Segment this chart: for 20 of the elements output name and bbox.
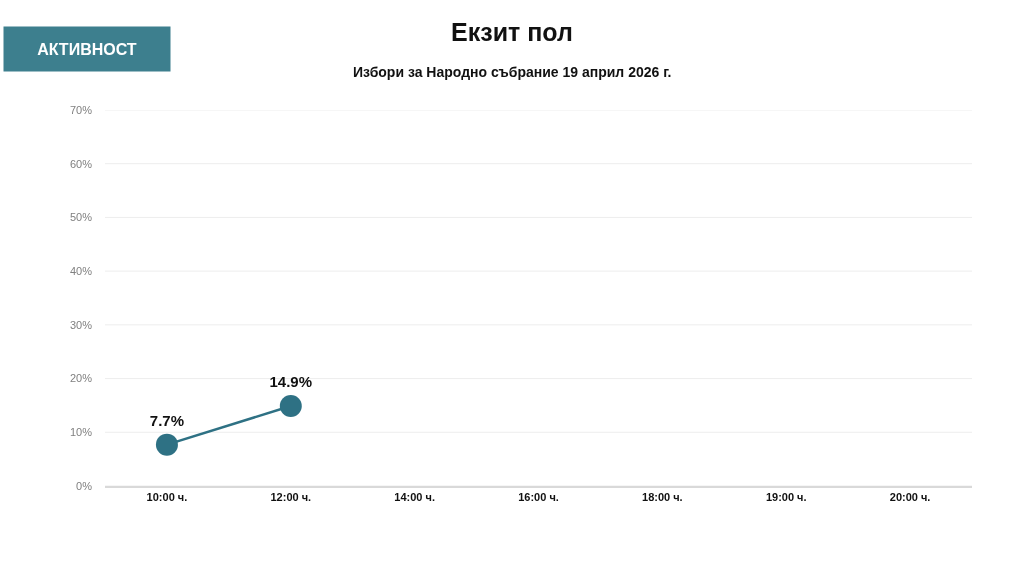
chart-title: Екзит пол [451, 17, 573, 46]
x-tick-label: 14:00 ч. [394, 490, 435, 503]
data-label: 7.7% [149, 412, 185, 430]
x-tick-label: 10:00 ч. [146, 490, 188, 503]
y-tick-label: 50% [69, 211, 93, 224]
chart-subtitle: Избори за Народно събрание 19 април 2026 г. [353, 64, 672, 80]
y-tick-label: 0% [76, 479, 93, 492]
x-tick-label: 19:00 ч. [765, 490, 807, 503]
y-tick-label: 70% [69, 103, 93, 116]
y-tick-label: 20% [69, 372, 93, 385]
data-label: 14.9% [269, 373, 313, 391]
x-tick-label: 12:00 ч. [270, 490, 312, 503]
text: АКТИВНОСТ [37, 40, 137, 58]
y-tick-label: 10% [69, 426, 93, 439]
y-tick-label: 30% [69, 318, 93, 331]
x-tick-label: 16:00 ч. [518, 490, 559, 503]
y-tick-label: 60% [69, 157, 93, 170]
x-tick-label: 20:00 ч. [889, 490, 931, 503]
y-tick-label: 40% [69, 264, 93, 277]
x-tick-label: 18:00 ч. [642, 490, 683, 503]
